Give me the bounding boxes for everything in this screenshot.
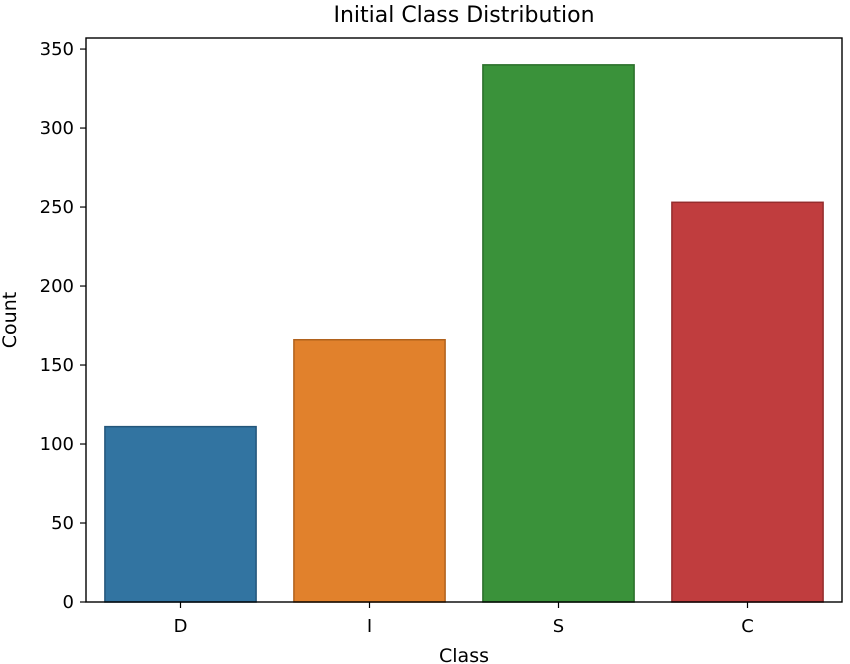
x-tick-label-d: D: [174, 616, 188, 637]
chart-title: Initial Class Distribution: [333, 3, 594, 28]
y-tick-label-0: 0: [63, 592, 74, 613]
bar-d: [104, 425, 257, 603]
x-tick-label-i: I: [367, 616, 372, 637]
bars-group: [104, 64, 824, 603]
y-tick-label-50: 50: [51, 513, 74, 534]
y-axis: 0 50 100 150 200 250 300 350: [40, 39, 86, 613]
x-axis-label: Class: [439, 645, 489, 664]
x-tick-label-s: S: [553, 616, 564, 637]
y-tick-label-150: 150: [40, 355, 74, 376]
y-tick-label-100: 100: [40, 434, 74, 455]
y-axis-label: Count: [0, 292, 21, 348]
y-tick-label-250: 250: [40, 197, 74, 218]
y-tick-label-200: 200: [40, 276, 74, 297]
y-tick-label-300: 300: [40, 118, 74, 139]
bar-c: [671, 201, 824, 603]
x-tick-label-c: C: [741, 616, 754, 637]
y-tick-label-350: 350: [40, 39, 74, 60]
bar-i: [293, 338, 446, 603]
plot-frame: [85, 37, 843, 603]
bar-s: [482, 64, 635, 603]
